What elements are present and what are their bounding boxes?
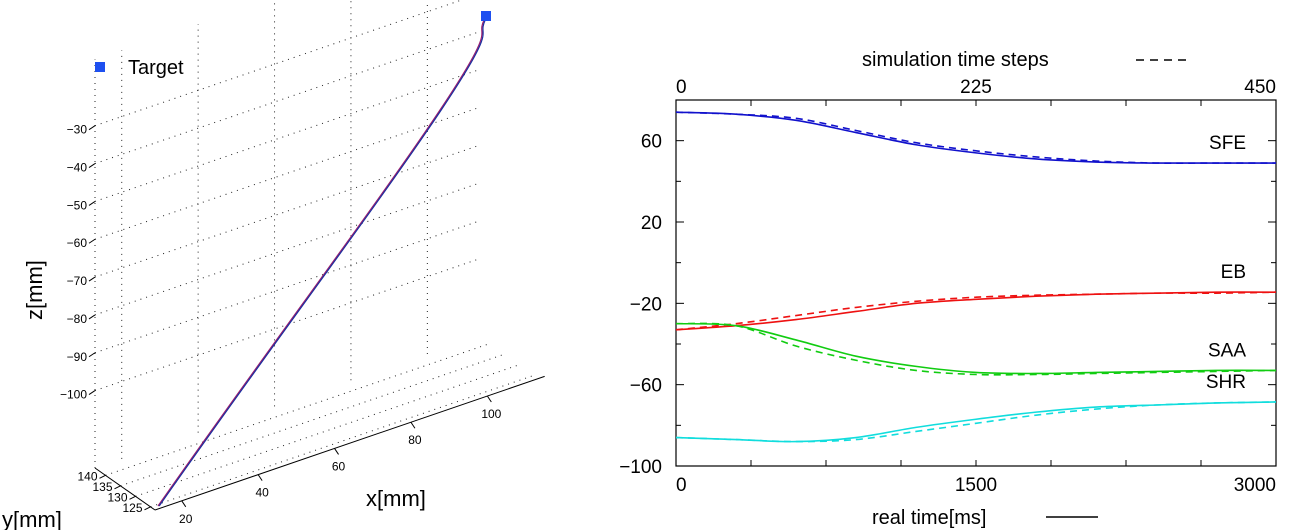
z-tick-label: −50 <box>67 198 88 212</box>
grid-line-z <box>94 145 478 278</box>
y-tick <box>144 506 151 511</box>
z-tick <box>88 352 96 358</box>
z-tick-label: −100 <box>60 388 87 402</box>
z-tick <box>88 314 96 320</box>
series-line-dashed <box>675 322 1277 376</box>
z-tick <box>88 390 96 396</box>
axis-ticks: −100 −60 −20 20 60 0 0 1500 225 3000 450 <box>619 77 1276 496</box>
z-tick-label: −30 <box>67 123 88 137</box>
y-tick-label: 135 <box>92 480 112 494</box>
grid-line-y <box>135 364 518 497</box>
y-tick <box>114 485 121 490</box>
z-tick-label: −60 <box>67 236 88 250</box>
top-tick-label: 450 <box>1244 77 1276 98</box>
grid-line-z <box>94 183 478 316</box>
top-axis-label: simulation time steps <box>862 49 1049 71</box>
x-tick <box>486 395 492 403</box>
z-tick-label: −90 <box>67 350 88 364</box>
grid-line-z <box>94 221 478 354</box>
x-tick-label: 20 <box>179 512 193 526</box>
grid-line-y <box>150 375 533 508</box>
plot-3d-trajectory: −100−90−80−70−60−50−40−30204060801001251… <box>2 0 545 530</box>
grid-line-z <box>94 259 478 392</box>
target-legend-label: Target <box>128 57 184 79</box>
grid-line-z <box>94 0 464 127</box>
x-tick <box>410 421 416 429</box>
grid-line-z <box>94 107 478 240</box>
trajectory-line <box>157 19 485 507</box>
x-tick <box>257 474 263 481</box>
axes-3d: −100−90−80−70−60−50−40−30204060801001251… <box>60 123 545 526</box>
series-line-dashed <box>675 111 1276 164</box>
grid-line-y <box>105 343 488 476</box>
x-tick <box>181 500 187 508</box>
grid-3d <box>94 0 533 508</box>
trajectory-lines <box>157 19 486 507</box>
target-legend-marker <box>95 62 105 72</box>
series-line-solid <box>675 401 1277 443</box>
x-tick <box>334 448 339 455</box>
z-tick <box>88 163 96 168</box>
target-marker <box>481 11 491 21</box>
grid-line-y <box>120 354 503 487</box>
z-tick-label: −70 <box>67 274 88 288</box>
series-line-solid <box>675 322 1277 375</box>
series-lines <box>675 111 1277 443</box>
z-tick <box>88 125 96 131</box>
series-line-dashed <box>675 401 1277 443</box>
z-tick-label: −80 <box>67 312 88 326</box>
x-axis-line <box>154 375 545 511</box>
y-tick <box>99 474 106 479</box>
z-axis-label: z[mm] <box>22 260 47 320</box>
x-tick-label: 0 <box>676 475 687 496</box>
series-line-solid <box>675 111 1276 164</box>
grid-line-z <box>94 32 478 165</box>
x-tick-label: 60 <box>332 459 346 473</box>
y-tick-label: 125 <box>122 501 142 515</box>
series-labels: SFE EB SAA SHR <box>1206 133 1246 393</box>
series-label: SFE <box>1209 133 1246 154</box>
series-line-dashed <box>675 291 1277 331</box>
series-label: SAA <box>1208 340 1246 361</box>
bottom-axis-label: real time[ms] <box>872 507 986 529</box>
top-tick-label: 225 <box>960 77 992 98</box>
y-tick-label: 20 <box>641 213 662 234</box>
z-tick <box>88 276 96 282</box>
y-tick-label: 140 <box>77 469 97 483</box>
x-tick-label: 1500 <box>955 475 997 496</box>
x-tick-label: 100 <box>481 407 501 421</box>
y-tick-label: 130 <box>107 490 127 504</box>
series-label: SHR <box>1206 372 1246 393</box>
y-tick-label: −60 <box>630 376 662 397</box>
y-axis-line <box>94 467 156 511</box>
top-tick-label: 0 <box>676 77 687 98</box>
z-tick-label: −40 <box>67 161 88 175</box>
z-tick <box>88 200 96 206</box>
x-tick-label: 80 <box>408 433 422 447</box>
y-tick-label: −20 <box>630 294 662 315</box>
x-tick-label: 40 <box>255 486 269 500</box>
series-label: EB <box>1221 262 1246 283</box>
plot-frame <box>675 99 1277 467</box>
y-tick-label: 60 <box>641 132 662 153</box>
y-axis-label: y[mm] <box>2 507 62 530</box>
series-line-solid <box>675 291 1277 331</box>
x-tick-label: 3000 <box>1234 475 1276 496</box>
grid-line-z <box>94 69 478 202</box>
y-tick-label: −100 <box>619 457 662 478</box>
trajectory-line <box>158 19 486 507</box>
y-tick <box>129 495 136 500</box>
x-axis-label: x[mm] <box>366 486 426 511</box>
z-tick <box>88 238 96 244</box>
